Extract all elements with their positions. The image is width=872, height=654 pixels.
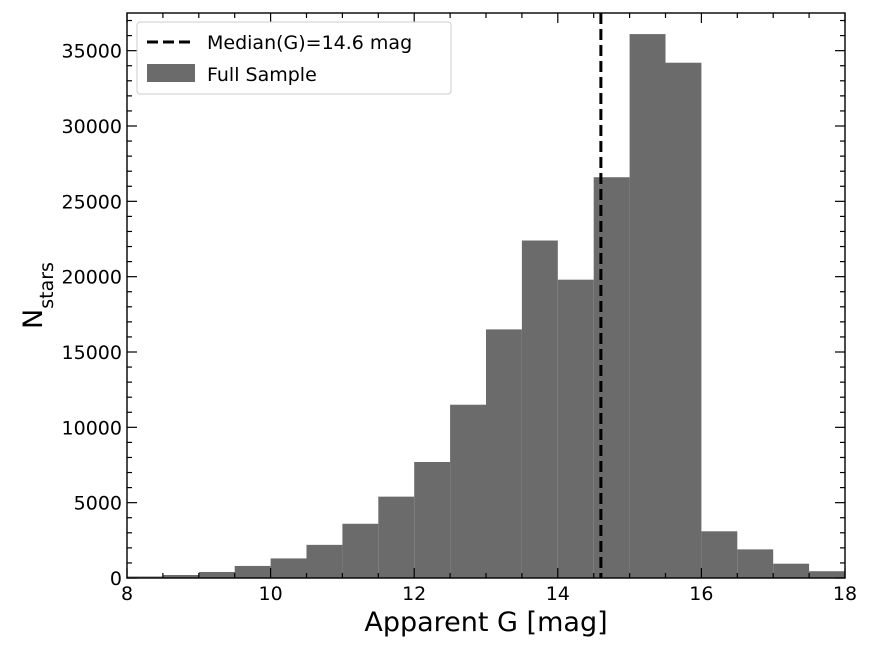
- histogram-bar-13: [593, 177, 630, 578]
- legend-median-label: Median(G)=14.6 mag: [207, 32, 412, 54]
- histogram-bar-14: [629, 34, 666, 579]
- y-axis-label: Nstars: [18, 262, 58, 329]
- histogram-bar-0: [127, 576, 163, 578]
- histogram-bar-15: [665, 62, 702, 579]
- x-tick-label: 10: [259, 583, 283, 605]
- x-tick-label: 16: [689, 583, 713, 605]
- legend-sample-label: Full Sample: [207, 64, 317, 86]
- histogram-bar-7: [378, 496, 415, 578]
- histogram-bar-18: [773, 563, 810, 578]
- histogram-bar-19: [809, 571, 845, 578]
- y-axis-label-main: N: [18, 309, 49, 329]
- y-tick-label: 15000: [62, 342, 122, 364]
- y-tick-label: 0: [110, 568, 122, 590]
- x-tick-label: 18: [833, 583, 857, 605]
- x-axis-label: Apparent G [mag]: [364, 607, 607, 638]
- legend-box: [136, 21, 452, 95]
- histogram-bar-9: [450, 404, 486, 578]
- histogram-bar-4: [270, 558, 307, 578]
- y-tick-label: 35000: [62, 41, 122, 63]
- histogram-bar-6: [342, 523, 379, 578]
- y-tick-label: 20000: [62, 267, 122, 289]
- histogram-bar-11: [521, 240, 558, 579]
- y-axis-ticks: 0 5000 10000 15000 20000 25000 30000 35000: [62, 19, 845, 590]
- y-axis-label-sub: stars: [36, 262, 58, 309]
- histogram-bar-8: [414, 461, 451, 578]
- legend-sample-swatch: [147, 64, 195, 82]
- x-axis-ticks: 8 10 12 14 16 18: [121, 13, 857, 605]
- x-tick-label: 12: [402, 583, 426, 605]
- legend: Median(G)=14.6 mag Full Sample: [136, 21, 452, 95]
- histogram-bar-3: [234, 565, 271, 578]
- histogram-bar-12: [557, 279, 594, 578]
- histogram-bar-5: [306, 544, 343, 578]
- histogram-bars: [127, 34, 845, 579]
- histogram-bar-2: [198, 571, 235, 578]
- histogram-bar-1: [162, 574, 199, 578]
- y-tick-label: 25000: [62, 191, 122, 213]
- histogram-bar-10: [486, 329, 522, 578]
- y-tick-label: 30000: [62, 116, 122, 138]
- x-tick-label: 8: [121, 583, 133, 605]
- y-tick-label: 5000: [74, 493, 122, 515]
- histogram-bar-17: [737, 549, 774, 578]
- x-tick-label: 14: [546, 583, 570, 605]
- y-tick-label: 10000: [62, 417, 122, 439]
- histogram-bar-16: [701, 531, 738, 578]
